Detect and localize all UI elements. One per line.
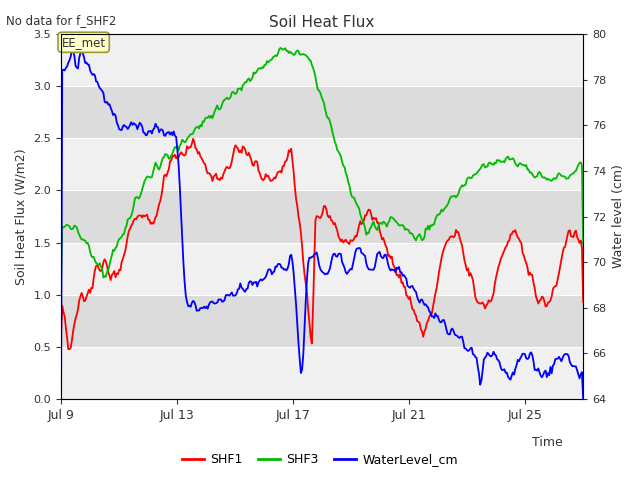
Bar (61, 34, 583, 86)
Bar (61, 86, 583, 138)
Y-axis label: Soil Heat Flux (W/m2): Soil Heat Flux (W/m2) (15, 148, 28, 285)
Bar (61, 138, 583, 191)
Bar (61, 347, 583, 399)
Y-axis label: Water level (cm): Water level (cm) (612, 165, 625, 268)
Legend: SHF1, SHF3, WaterLevel_cm: SHF1, SHF3, WaterLevel_cm (177, 448, 463, 471)
Bar (61, 295, 583, 347)
Text: EE_met: EE_met (61, 36, 106, 49)
Title: Soil Heat Flux: Soil Heat Flux (269, 15, 375, 30)
Bar (61, 191, 583, 242)
Text: No data for f_SHF2: No data for f_SHF2 (6, 14, 116, 27)
Bar (61, 242, 583, 295)
Text: Time: Time (532, 436, 563, 449)
